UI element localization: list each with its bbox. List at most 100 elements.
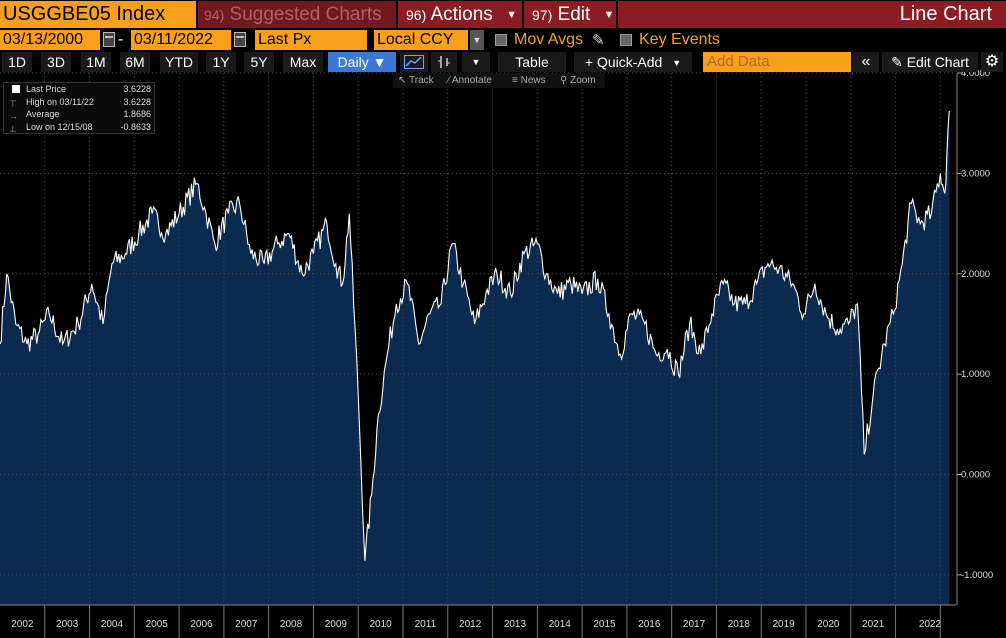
edit-chart-label: Edit Chart — [906, 54, 969, 70]
x-tick-label: 2018 — [728, 619, 751, 630]
start-date-field[interactable]: 03/13/2000 — [0, 30, 100, 50]
frequency-select[interactable]: Daily ▼ — [328, 52, 396, 72]
x-tick-label: 2010 — [369, 619, 392, 630]
x-tick-label: 2006 — [190, 619, 213, 630]
legend-label: High on 03/11/22 — [26, 96, 94, 107]
legend-value: 3.6228 — [123, 96, 151, 107]
legend-low: ⊥ Low on 12/15/08 -0.8633 — [4, 121, 154, 134]
x-axis-panel — [0, 605, 1006, 638]
calendar-icon[interactable] — [234, 32, 246, 47]
range-1y-button[interactable]: 1Y — [206, 52, 236, 72]
suggested-charts-menu[interactable]: 94) Suggested Charts — [198, 1, 396, 28]
x-tick-label: 2015 — [593, 619, 616, 630]
range-1m-button[interactable]: 1M — [81, 52, 111, 72]
chevron-down-icon: ▼ — [672, 58, 682, 68]
y-axis-panel — [956, 73, 1006, 605]
range-1d-button[interactable]: 1D — [2, 52, 32, 72]
range-max-button[interactable]: Max — [283, 52, 323, 72]
news-icon: ≡ — [512, 75, 518, 86]
mov-avgs-checkbox[interactable] — [495, 34, 507, 46]
mov-avgs-label[interactable]: Mov Avgs — [514, 31, 584, 48]
line-chart-icon-glyph — [404, 55, 424, 69]
table-button[interactable]: Table — [498, 52, 566, 72]
magnifier-icon: ⚲ — [560, 75, 568, 86]
annotate-tool[interactable]: ⁄ Annotate — [448, 73, 506, 88]
chart-type-title: Line Chart — [618, 1, 1006, 28]
legend-label: Last Price — [26, 84, 67, 94]
currency-select[interactable]: Local CCY — [374, 30, 468, 50]
chart-type-dropdown[interactable]: ▼ — [462, 52, 490, 72]
x-tick-label: 2020 — [817, 619, 840, 630]
x-tick-label: 2011 — [415, 619, 437, 630]
x-tick-label: 2005 — [146, 619, 169, 630]
track-tool[interactable]: ↖ Track — [398, 73, 444, 88]
line-chart-icon[interactable] — [400, 52, 428, 72]
legend-high: ⊤ High on 03/11/22 3.6228 — [4, 96, 154, 109]
bar-chart-icon[interactable] — [431, 52, 457, 72]
legend-average: → Average 1.8686 — [4, 108, 154, 121]
key-events-checkbox[interactable] — [620, 34, 632, 46]
pencil-icon[interactable]: ✎ — [592, 32, 605, 49]
legend-panel: Last Price 3.6228 ⊤ High on 03/11/22 3.6… — [3, 82, 155, 134]
range-3d-button[interactable]: 3D — [41, 52, 71, 72]
legend-label: Low on 12/15/08 — [26, 121, 93, 132]
y-tick-label: 2.0000 — [961, 269, 990, 280]
suggested-charts-label: Suggested Charts — [229, 4, 382, 25]
collapse-icon[interactable]: « — [853, 52, 879, 72]
x-tick-label: 2019 — [772, 619, 795, 630]
x-tick-label: 2016 — [638, 619, 661, 630]
range-ytd-button[interactable]: YTD — [160, 52, 198, 72]
pencil-icon: ✎ — [891, 54, 903, 70]
news-tool[interactable]: ≡ News — [512, 73, 554, 88]
end-date-field[interactable]: 03/11/2022 — [131, 30, 231, 50]
date-separator: - — [118, 31, 124, 48]
legend-value: 3.6228 — [123, 84, 151, 94]
series-area-fill — [0, 111, 950, 605]
y-tick-label: 0.0000 — [961, 470, 990, 481]
edit-number: 97) — [532, 7, 553, 23]
low-marker-icon: ⊥ — [9, 123, 17, 134]
series-swatch — [12, 85, 20, 93]
x-tick-label: 2012 — [459, 619, 482, 630]
x-tick-label: 2008 — [280, 619, 303, 630]
quick-add-label: + Quick-Add — [584, 54, 663, 70]
edit-menu[interactable]: 97) Edit ▼ — [524, 1, 616, 28]
x-tick-label: 2007 — [235, 619, 258, 630]
suggested-charts-number: 94) — [204, 7, 225, 23]
legend-last-price: Last Price 3.6228 — [4, 83, 154, 96]
average-marker-icon: → — [9, 111, 18, 121]
chevron-down-icon: ▼ — [506, 9, 517, 21]
y-tick-label: -1.0000 — [961, 570, 993, 581]
x-tick-label: 2003 — [56, 619, 79, 630]
actions-label: Actions — [430, 4, 493, 25]
add-data-input[interactable]: Add Data — [703, 52, 851, 72]
y-tick-label: 3.0000 — [961, 168, 990, 179]
chevron-down-icon[interactable]: ▼ — [470, 30, 484, 50]
range-5y-button[interactable]: 5Y — [244, 52, 274, 72]
quick-add-button[interactable]: + Quick-Add ▼ — [574, 52, 692, 72]
x-tick-label: 2004 — [101, 619, 124, 630]
news-label: News — [520, 75, 546, 86]
bar-chart-icon-glyph — [438, 56, 450, 68]
x-tick-label: 2014 — [549, 619, 572, 630]
actions-number: 96) — [406, 7, 427, 23]
key-events-label[interactable]: Key Events — [639, 31, 720, 48]
price-field-select[interactable]: Last Px — [255, 30, 367, 50]
chart-tools-bar — [393, 73, 605, 88]
zoom-tool[interactable]: ⚲ Zoom — [560, 73, 604, 88]
track-label: Track — [409, 75, 434, 86]
range-6m-button[interactable]: 6M — [120, 52, 150, 72]
edit-chart-button[interactable]: ✎ Edit Chart — [882, 52, 978, 72]
gear-icon[interactable]: ⚙ — [981, 52, 1003, 72]
calendar-icon[interactable] — [103, 32, 115, 47]
zoom-label: Zoom — [570, 75, 596, 86]
x-tick-label: 2002 — [11, 619, 34, 630]
ticker-field[interactable]: USGGBE05 Index — [0, 1, 196, 28]
x-tick-label: 2017 — [683, 619, 706, 630]
chevron-down-icon: ▼ — [603, 9, 615, 21]
y-tick-label: 1.0000 — [961, 369, 990, 380]
annotate-label: Annotate — [451, 75, 492, 86]
actions-menu[interactable]: 96) Actions ▼ — [398, 1, 522, 28]
legend-value: -0.8633 — [120, 121, 151, 132]
